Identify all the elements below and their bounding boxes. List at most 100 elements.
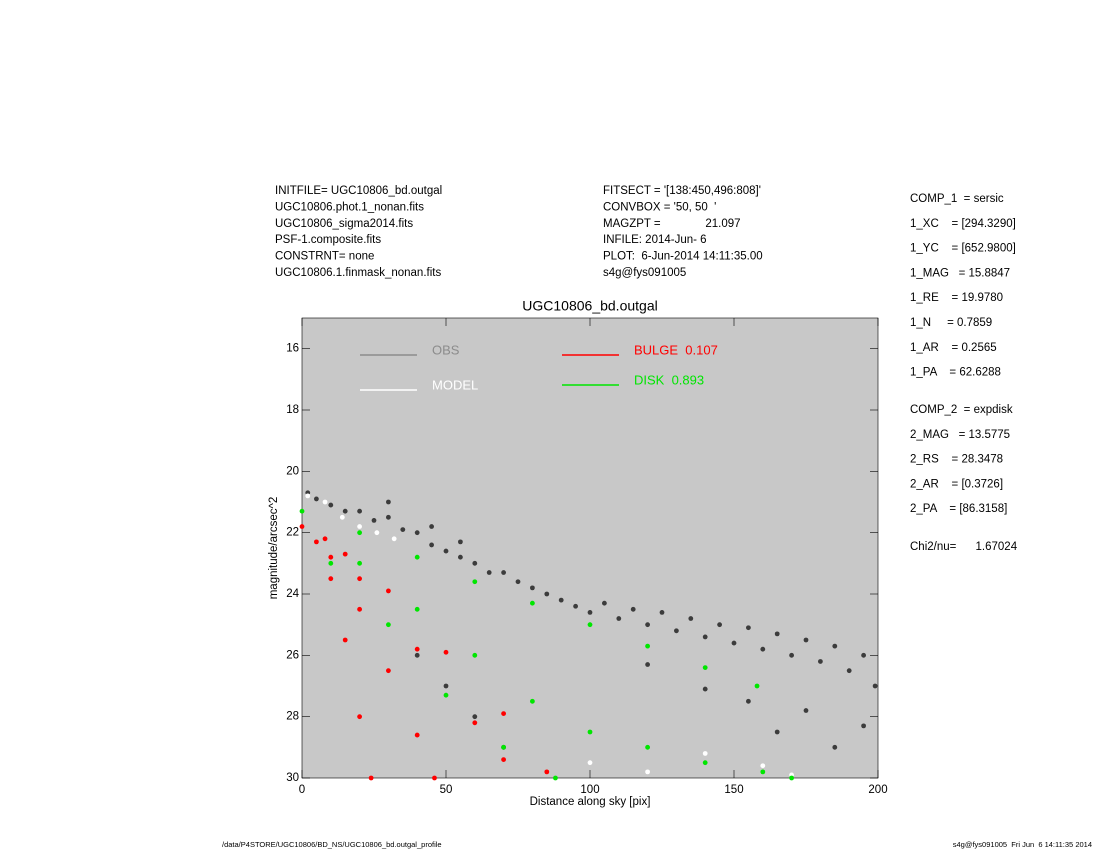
y-tick-label: 22 — [286, 527, 299, 539]
data-point — [429, 542, 434, 548]
data-point — [400, 527, 406, 532]
data-point — [645, 744, 650, 750]
header-line: CONSTRNT= none — [275, 251, 374, 263]
data-point — [587, 622, 593, 628]
data-point — [414, 732, 420, 738]
parameter: 2_RS = 28.3478 — [910, 454, 1003, 466]
data-point — [414, 606, 420, 612]
footer-left: /data/P4STORE/UGC10806/BD_NS/UGC10806_bd… — [222, 840, 442, 849]
legend-label: DISK 0.893 — [634, 372, 704, 387]
data-point — [587, 610, 593, 615]
data-point — [414, 530, 420, 536]
data-point — [774, 631, 780, 637]
y-tick-label: 28 — [286, 711, 299, 723]
x-axis-label: Distance along sky [pix] — [530, 796, 651, 808]
data-point — [357, 560, 362, 566]
plot-area — [301, 317, 879, 779]
data-point — [386, 499, 391, 505]
y-tick-label: 16 — [286, 343, 299, 355]
data-point — [573, 603, 578, 609]
data-point — [702, 634, 708, 640]
data-point — [861, 723, 866, 729]
header-line: CONVBOX = '50, 50 ' — [603, 201, 716, 213]
y-tick-label: 30 — [286, 772, 299, 784]
x-tick-label: 0 — [299, 784, 305, 796]
footer-right: s4g@fys091005 Fri Jun 6 14:11:35 2014 — [953, 840, 1092, 849]
data-point — [558, 597, 564, 603]
data-point — [760, 769, 766, 775]
data-point — [760, 763, 766, 769]
data-point — [731, 640, 737, 646]
data-point — [587, 760, 593, 766]
data-point — [688, 616, 694, 621]
data-point — [414, 554, 420, 560]
data-point — [630, 606, 636, 612]
data-point — [328, 576, 334, 582]
y-tick-label: 18 — [286, 404, 299, 416]
data-point — [645, 643, 650, 649]
data-point — [328, 560, 334, 566]
header-line: UGC10806.1.finmask_nonan.fits — [275, 267, 441, 279]
data-point — [368, 775, 374, 781]
data-point — [754, 683, 760, 689]
data-point — [872, 683, 878, 689]
data-point — [674, 628, 679, 634]
header-line: PLOT: 6-Jun-2014 14:11:35.00 — [603, 251, 763, 263]
data-point — [443, 649, 449, 655]
data-point — [472, 652, 478, 658]
parameter: 1_XC = [294.3290] — [910, 218, 1016, 230]
data-point — [432, 775, 437, 781]
legend-label: OBS — [432, 342, 460, 357]
data-point — [789, 652, 794, 658]
y-tick-label: 24 — [286, 588, 299, 600]
data-point — [717, 622, 722, 628]
y-axis-label: magnitude/arcsec^2 — [268, 497, 280, 600]
data-point — [818, 659, 823, 664]
data-point — [391, 536, 397, 542]
data-point — [659, 610, 665, 615]
data-point — [702, 686, 708, 692]
data-point — [472, 714, 478, 720]
parameter: 1_N = 0.7859 — [910, 317, 992, 329]
data-point — [702, 760, 708, 766]
data-point — [530, 585, 535, 591]
data-point — [357, 508, 362, 514]
x-tick-label: 150 — [724, 784, 743, 796]
data-point — [458, 539, 463, 545]
data-point — [299, 524, 305, 529]
data-point — [414, 652, 420, 658]
data-point — [544, 591, 550, 597]
parameter: 2_AR = [0.3726] — [910, 478, 1003, 490]
data-point — [429, 524, 434, 529]
data-point — [645, 662, 650, 667]
parameter: 2_MAG = 13.5775 — [910, 429, 1010, 441]
data-point — [832, 744, 838, 750]
data-point — [486, 570, 492, 575]
data-point — [832, 643, 838, 649]
y-tick-label: 20 — [286, 465, 299, 477]
data-point — [530, 600, 535, 606]
data-point — [501, 757, 506, 762]
parameter: 1_MAG = 15.8847 — [910, 267, 1010, 279]
header-line: INITFILE= UGC10806_bd.outgal — [275, 185, 442, 197]
data-point — [530, 698, 535, 704]
data-point — [803, 637, 809, 643]
data-point — [645, 622, 650, 628]
data-point — [299, 508, 305, 514]
data-point — [443, 692, 449, 698]
data-point — [342, 551, 348, 557]
header-line: s4g@fys091005 — [603, 267, 686, 279]
data-point — [357, 524, 362, 529]
data-point — [472, 579, 478, 585]
parameter: COMP_2 = expdisk — [910, 404, 1013, 416]
data-point — [645, 769, 650, 775]
parameter: 1_RE = 19.9780 — [910, 292, 1003, 304]
data-point — [746, 698, 751, 704]
data-point — [544, 769, 550, 775]
data-point — [803, 708, 809, 713]
data-point — [322, 499, 328, 505]
data-point — [305, 493, 311, 499]
data-point — [602, 600, 607, 606]
